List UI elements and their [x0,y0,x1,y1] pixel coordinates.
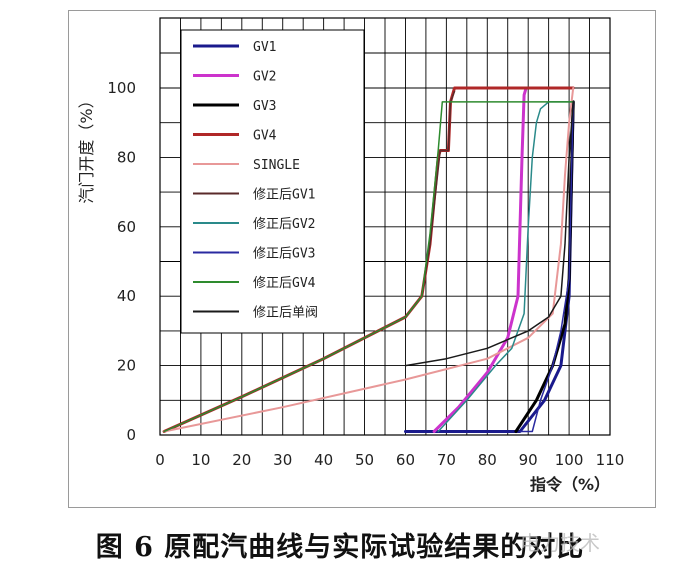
legend-label: GV2 [253,70,276,85]
legend-label: GV4 [253,129,277,144]
x-tick-label: 20 [232,451,251,469]
x-tick-label: 60 [396,451,415,469]
series-line-5 [163,87,575,433]
legend-label: GV3 [253,99,276,114]
legend-label: 修正后单阀 [253,306,318,321]
y-tick-label: 100 [107,79,136,97]
y-tick-label: 60 [117,218,136,236]
chart-frame [68,10,656,508]
legend-label: 修正后GV4 [253,276,316,291]
x-tick-label: 40 [314,451,333,469]
y-tick-label: 20 [117,357,136,375]
x-tick-label: 100 [555,451,584,469]
x-tick-label: 70 [437,451,456,469]
legend-label: 修正后GV1 [253,188,315,203]
series-line-1 [404,100,575,433]
chart: 0 10 20 30 40 50 60 70 80 90 100 110 0 20 40 60 80 100 GV… [77,17,624,494]
series-line-7 [437,101,574,433]
x-tick-label: 110 [596,451,625,469]
y-axis-label: 汽门开度（%） [77,92,96,203]
series-line-3 [514,100,575,433]
legend-label: GV1 [253,40,276,55]
legend-label: SINGLE [253,158,300,173]
series-line-8 [519,101,574,433]
x-tick-label: 30 [273,451,292,469]
x-tick-label: 50 [355,451,374,469]
x-tick-label: 80 [478,451,497,469]
x-axis-label: 指令（%） [530,475,610,494]
watermark-text: 电力技术 [520,531,600,555]
x-tick-label: 90 [519,451,538,469]
legend-label: 修正后GV2 [253,217,315,232]
figure-caption: 图 6 原配汽曲线与实际试验结果的对比 [95,532,585,563]
y-tick-label: 80 [117,148,136,166]
series-line-9 [163,101,574,433]
legend: GV1 GV2 GV3 GV4 SINGLE 修正后GV1 修正后GV2 修正后GV3 修正后G… [180,29,365,334]
series-layer [162,86,575,433]
y-tick-label: 40 [117,287,136,305]
series-line-10 [404,101,574,367]
axes: 0 10 20 30 40 50 60 70 80 90 100 110 0 20 40 60 80 100 [107,79,624,469]
legend-label: 修正后GV3 [253,247,315,262]
series-line-2 [432,86,528,433]
x-tick-label: 0 [155,451,165,469]
y-tick-label: 0 [126,426,136,444]
x-tick-label: 10 [191,451,210,469]
